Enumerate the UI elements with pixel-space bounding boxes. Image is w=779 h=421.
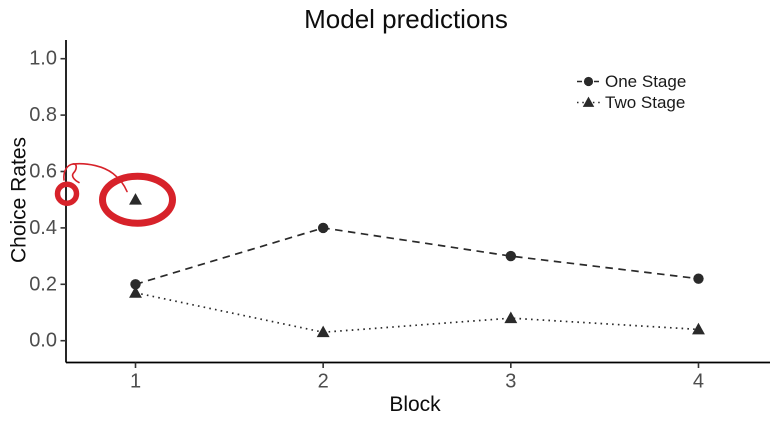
y-axis-title: Choice Rates — [8, 137, 31, 263]
y-tick-label: 1.0 — [29, 48, 57, 70]
red-arrow-squiggle — [63, 163, 80, 184]
x-axis-title: Block — [389, 393, 441, 416]
y-tick-label: 0.0 — [29, 330, 57, 352]
x-tick-label: 4 — [693, 371, 704, 393]
legend: One Stage Two Stage — [577, 72, 686, 112]
red-ellipse-highlight — [99, 172, 176, 227]
one-stage-point — [505, 250, 517, 262]
x-tick-label: 3 — [505, 371, 516, 393]
legend-item-one-stage: One Stage — [577, 72, 686, 91]
one-stage-key-marker — [583, 76, 594, 87]
highlighted-triangle-point — [129, 193, 142, 205]
y-tick-label: 0.8 — [29, 104, 57, 126]
legend-label-two-stage: Two Stage — [605, 93, 685, 112]
x-tick-label: 2 — [318, 371, 329, 393]
two-stage-dotted-triangle-key-icon — [577, 96, 600, 107]
one-stage-point — [693, 273, 704, 284]
y-tick-label: 0.2 — [29, 273, 57, 295]
two-stage-point — [692, 322, 705, 335]
y-tick-label: 0.6 — [29, 161, 57, 183]
chart-title: Model predictions — [304, 4, 508, 34]
plot-area — [129, 193, 705, 338]
two-stage-point — [129, 286, 142, 298]
one-stage-dashed-circle-key-icon — [577, 76, 600, 87]
one-stage-point — [317, 222, 329, 234]
two-stage-point — [504, 311, 518, 324]
two-stage-line — [135, 291, 699, 334]
y-tick-label: 0.4 — [29, 217, 57, 239]
red-annotation — [54, 162, 176, 227]
two-stage-key-marker — [582, 96, 595, 107]
red-arrow-curve — [72, 162, 128, 193]
red-circle-on-axis — [54, 181, 80, 206]
x-tick-label: 1 — [130, 371, 141, 393]
legend-label-one-stage: One Stage — [605, 72, 686, 91]
axes: 0.0 0.2 0.4 0.6 0.8 1.0 1 2 3 4 — [29, 40, 770, 393]
two-stage-point — [316, 325, 330, 338]
one-stage-line — [135, 227, 699, 286]
one-stage-point — [130, 279, 141, 290]
legend-item-two-stage: Two Stage — [577, 93, 685, 112]
